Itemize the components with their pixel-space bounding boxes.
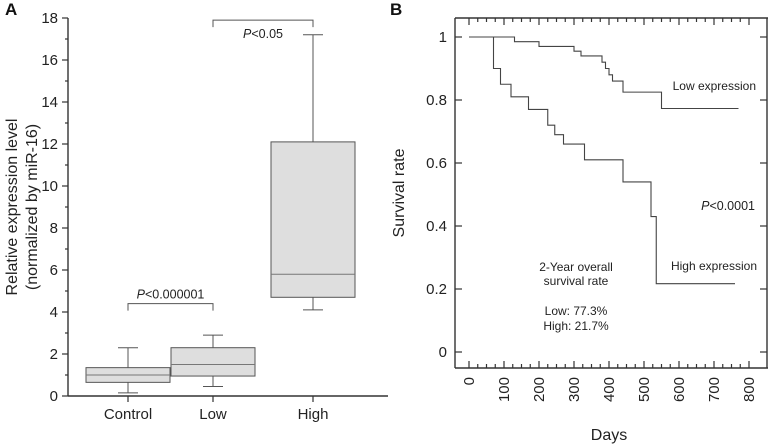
curve-low-expression [469,36,739,110]
bracket-line [127,303,214,311]
panel-a-y-tick-label: 0 [50,388,58,405]
panel-b-x-tick-label: 700 [706,377,723,402]
panel-b-pvalue-p: P [701,199,710,213]
panel-b-y-tick-label: 0 [439,344,447,361]
panel-b-pvalue: P<0.0001 [701,199,755,213]
panel-a-y-tick-label: 16 [41,52,58,69]
panel-b-x-tick-label: 300 [566,377,583,402]
series-label-low: Low expression [673,79,756,93]
comparison-bracket: P<0.05 [212,19,314,41]
panel-b-curves [469,36,739,285]
panel-b-letter: B [390,0,402,19]
bracket-pvalue: P<0.05 [243,27,283,41]
panel-b-x-tick-label: 600 [671,377,688,402]
summary-title-line1: 2-Year overall [539,260,613,274]
panel-b-y-tick-label: 0.8 [426,92,447,109]
panel-a-letter: A [5,0,17,19]
panel-b-y-tick-label: 1 [439,29,447,46]
box-control [85,347,171,394]
panel-b-x-tick-label: 800 [741,377,758,402]
panel-b-x-tick-label: 500 [636,377,653,402]
panel-b-x-tick-label: 0 [461,377,478,385]
panel-b-x-tick-label: 100 [496,377,513,402]
series-label-high: High expression [671,259,757,273]
panel-a-x-tick-label: Low [199,406,227,423]
box-body [270,141,356,298]
panel-a-y-tick-label: 2 [50,346,58,363]
panel-a-boxes [85,34,356,394]
bracket-pvalue-p: P [137,288,146,302]
panel-a-y-tick-label: 8 [50,220,58,237]
bracket-pvalue-rest: <0.05 [251,27,283,41]
bracket-line [212,19,314,28]
panel-b-x-tick-label: 400 [601,377,618,402]
panel-b-y-tick-label: 0.2 [426,281,447,298]
bracket-pvalue-rest: <0.000001 [145,288,204,302]
panel-b-y-tick-label: 0.6 [426,155,447,172]
panel-a: A 0 2 4 6 8 10 12 14 16 18 Control Low High Relativ… [4,0,388,423]
curve-high-expression [469,36,735,285]
box-body [170,347,256,377]
panel-b-y-tick-label: 0.4 [426,218,447,235]
panel-a-y-tick-label: 4 [50,304,58,321]
panel-b-ylabel: Survival rate [391,148,408,237]
panel-b-x-ticks: 0 100 200 300 400 500 600 700 800 [461,18,758,402]
comparison-bracket: P<0.000001 [127,288,214,311]
bracket-pvalue: P<0.000001 [137,288,205,302]
panel-a-x-tick-label: Control [104,406,152,423]
summary-low: Low: 77.3% [545,304,608,318]
panel-a-y-tick-label: 6 [50,262,58,279]
box-low [170,334,256,388]
panel-b: B 0 0.2 0.4 0.6 0.8 1 0 100 200 300 400 500 600 700 8… [390,0,768,444]
panel-b-xlabel: Days [591,427,627,444]
panel-a-y-tick-label: 12 [41,136,58,153]
panel-a-y-ticks: 0 2 4 6 8 10 12 14 16 18 [41,10,68,405]
summary-high: High: 21.7% [543,319,609,333]
panel-a-ylabel-line1: Relative expression level [4,119,21,296]
panel-a-y-tick-label: 10 [41,178,58,195]
summary-title-line2: survival rate [544,274,609,288]
bracket-pvalue-p: P [243,27,252,41]
panel-b-x-tick-label: 200 [531,377,548,402]
panel-a-y-tick-label: 14 [41,94,58,111]
panel-a-y-tick-label: 18 [41,10,58,27]
box-high [270,34,356,311]
panel-b-pvalue-rest: <0.0001 [709,199,755,213]
panel-a-x-tick-label: High [298,406,329,423]
panel-b-y-ticks: 0 0.2 0.4 0.6 0.8 1 [426,29,767,361]
panel-a-ylabel-line2: (normalized by miR-16) [24,124,41,290]
panel-a-x-ticks: Control Low High [104,396,329,423]
